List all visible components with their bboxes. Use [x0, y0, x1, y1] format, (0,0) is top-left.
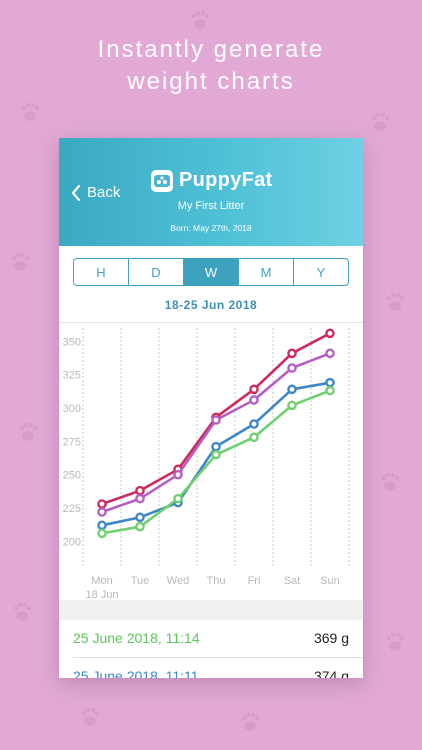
- data-point: [325, 377, 335, 388]
- data-point: [135, 521, 145, 532]
- chevron-left-icon: [71, 184, 81, 201]
- period-selector: H D W M Y: [73, 258, 349, 286]
- period-hour-button[interactable]: H: [74, 259, 129, 285]
- data-point: [211, 449, 221, 460]
- y-tick-label: 300: [63, 403, 81, 415]
- data-point: [325, 328, 335, 339]
- series-line: [101, 389, 331, 535]
- data-point: [249, 432, 259, 443]
- data-point: [97, 499, 107, 509]
- data-point: [287, 400, 297, 411]
- data-point: [287, 348, 297, 359]
- headline-line-1: Instantly generate: [97, 36, 325, 63]
- y-tick-label: 250: [63, 470, 81, 482]
- weight-entry-row[interactable]: 25 June 2018, 11:14 369 g: [73, 620, 349, 656]
- weight-entry-row[interactable]: 25 June 2018, 11:11 374 g: [73, 658, 349, 678]
- back-label: Back: [87, 184, 121, 201]
- data-point: [97, 528, 107, 539]
- nav-bar: Back PuppyFat My First Litter Born: May …: [59, 138, 363, 246]
- weight-chart: 200 225 250 275 300 325 350 Mon Tue Wed Thu Fri Sat S…: [63, 328, 350, 600]
- list-section-header: [59, 600, 363, 620]
- period-year-button[interactable]: Y: [316, 264, 326, 280]
- entry-weight: 374 g: [313, 668, 349, 678]
- data-point: [211, 415, 221, 425]
- data-point: [249, 419, 259, 429]
- data-point: [249, 395, 259, 405]
- data-point: [97, 507, 107, 517]
- litter-name: My First Litter: [177, 200, 245, 212]
- period-week-button[interactable]: W: [184, 259, 239, 285]
- data-point: [135, 512, 145, 523]
- data-point: [325, 348, 335, 359]
- app-brand: PuppyFat: [151, 169, 273, 192]
- app-name: PuppyFat: [179, 169, 273, 191]
- period-month-button[interactable]: M: [239, 259, 294, 285]
- back-button[interactable]: Back: [71, 184, 120, 201]
- data-point: [287, 363, 297, 373]
- date-range-label: 18-25 Jun 2018: [164, 298, 258, 312]
- entry-weight: 369 g: [313, 630, 349, 646]
- y-tick-label: 275: [63, 436, 81, 448]
- x-tick-label: Thu: [207, 575, 226, 587]
- entry-date: 25 June 2018, 11:11: [73, 668, 199, 678]
- app-logo-icon: [151, 169, 173, 192]
- x-tick-sublabel: 18 Jun: [85, 589, 118, 600]
- data-point: [135, 493, 145, 504]
- divider: [73, 657, 363, 658]
- promo-headline: Instantly generate weight charts: [0, 34, 422, 98]
- data-point: [173, 469, 183, 480]
- data-point: [325, 385, 335, 396]
- app-screen: Back PuppyFat My First Litter Born: May …: [59, 138, 363, 678]
- y-tick-label: 225: [63, 503, 81, 515]
- x-tick-label: Mon: [91, 575, 112, 587]
- data-point: [173, 493, 183, 504]
- y-tick-label: 200: [63, 536, 81, 548]
- x-tick-label: Sat: [284, 575, 301, 587]
- data-point: [211, 441, 221, 452]
- y-tick-label: 325: [63, 370, 81, 382]
- x-tick-label: Fri: [248, 575, 261, 587]
- data-point: [249, 384, 259, 395]
- x-tick-label: Sun: [320, 575, 340, 587]
- entry-date: 25 June 2018, 11:14: [73, 630, 200, 646]
- y-tick-label: 350: [63, 336, 81, 348]
- born-date: Born: May 27th, 2018: [170, 223, 252, 233]
- headline-line-2: weight charts: [127, 68, 295, 95]
- x-tick-label: Wed: [167, 575, 189, 587]
- data-point: [287, 384, 297, 395]
- x-tick-label: Tue: [131, 575, 150, 587]
- data-point: [135, 485, 145, 496]
- data-point: [97, 520, 107, 531]
- divider: [59, 322, 363, 323]
- period-day-button[interactable]: D: [129, 259, 184, 285]
